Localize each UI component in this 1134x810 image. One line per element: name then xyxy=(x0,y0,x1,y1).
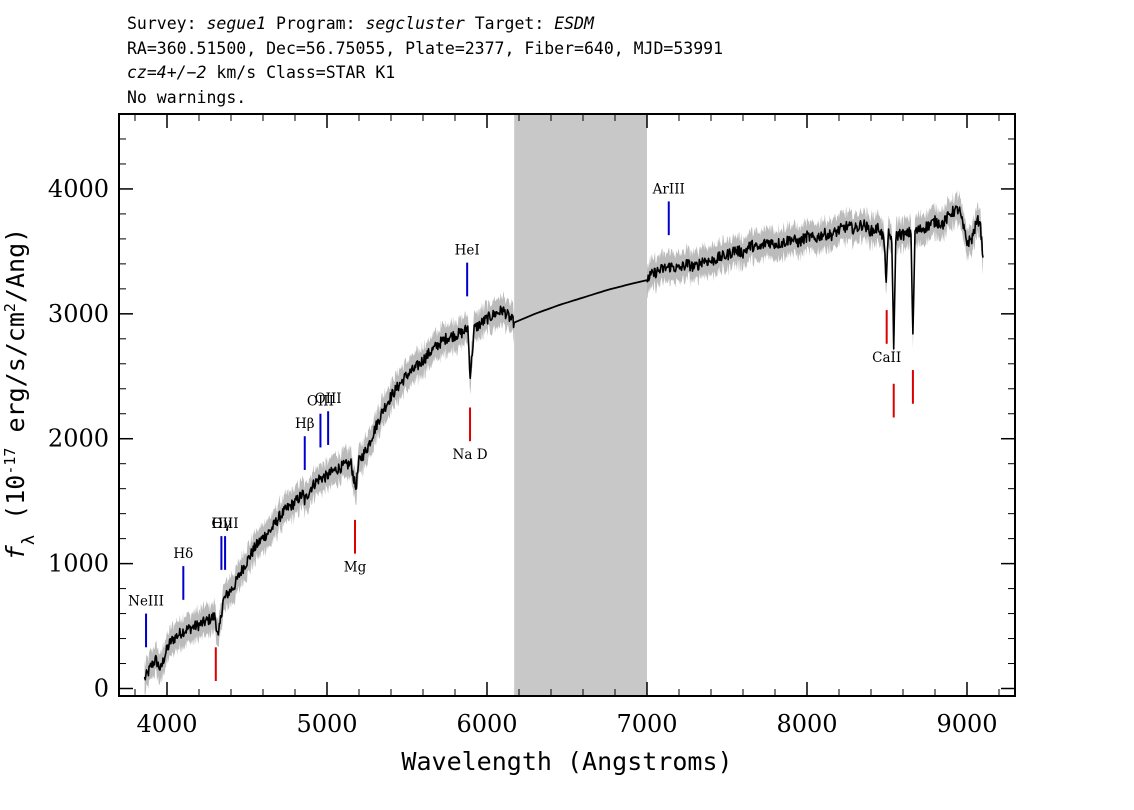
series-layer xyxy=(143,205,984,681)
x-tick-label: 4000 xyxy=(136,710,197,738)
y-tick-label: 2000 xyxy=(48,425,109,453)
emission-label-6: OIII xyxy=(315,391,342,407)
program-label: Program: xyxy=(266,14,366,33)
y-tick-label: 1000 xyxy=(48,550,109,578)
emission-label-2: Hγ xyxy=(211,516,231,532)
program-value: segcluster xyxy=(365,14,465,33)
y-title-units: erg/s/cm xyxy=(1,312,30,447)
x-tick-label: 6000 xyxy=(456,710,517,738)
x-tick-label: 8000 xyxy=(776,710,837,738)
series-line-flux xyxy=(143,305,515,681)
emission-label-0: NeIII xyxy=(128,594,164,610)
y-tick-label: 4000 xyxy=(48,175,109,203)
y-title-rest: (10 xyxy=(1,475,30,535)
series-line-flux_red xyxy=(646,205,984,350)
absorption-label-3: CaII xyxy=(872,350,901,366)
emission-label-8: ArIII xyxy=(652,181,685,197)
y-title-exp: -17 xyxy=(1,448,19,475)
header-line-1: Survey: segue1 Program: segcluster Targe… xyxy=(127,12,723,37)
target-value: ESDM xyxy=(554,14,594,33)
ticks-layer: 4000 5000 6000 7000 8000 9000 0 1000 2000 3000 400… xyxy=(48,113,1015,738)
survey-label: Survey: xyxy=(127,14,207,33)
x-tick-label: 9000 xyxy=(936,710,997,738)
y-tick-label: 3000 xyxy=(48,300,109,328)
target-label: Target: xyxy=(464,14,555,33)
x-tick-label: 7000 xyxy=(616,710,677,738)
emission-label-7: HeI xyxy=(455,243,480,259)
cz-symbol: cz xyxy=(127,63,147,82)
header-line-4: No warnings. xyxy=(127,87,247,107)
spectrum-header: Survey: segue1 Program: segcluster Targe… xyxy=(127,12,723,110)
survey-value: segue1 xyxy=(206,14,267,33)
x-tick-label: 5000 xyxy=(296,710,357,738)
error-band-flux_red xyxy=(647,190,983,362)
y-title-f: f xyxy=(1,544,30,560)
header-line-3: cz=4+/−2 km/s Class=STAR K1 xyxy=(127,61,723,86)
class-info: km/s Class=STAR K1 xyxy=(206,63,396,82)
absorption-label-2: Na D xyxy=(453,447,488,463)
series-line-model xyxy=(513,279,648,324)
cz-value: =4+/−2 xyxy=(146,63,207,82)
plot-frame xyxy=(118,113,1016,697)
y-title-tail: /Ang) xyxy=(1,228,30,303)
emission-label-5: OIII xyxy=(307,394,334,410)
error-band-flux xyxy=(144,290,515,697)
y-title-sub: λ xyxy=(19,535,39,545)
emission-label-4: Hβ xyxy=(295,416,315,432)
absorption-label-1: Mg xyxy=(344,560,367,576)
y-axis-title: fλ (10-17 erg/s/cm2/Ang) xyxy=(1,228,39,560)
y-title-units-exp: 2 xyxy=(1,303,19,312)
emission-label-3: OIII xyxy=(212,516,239,532)
header-line-2: RA=360.51500, Dec=56.75055, Plate=2377, … xyxy=(127,38,724,58)
emission-label-1: Hδ xyxy=(173,546,193,562)
x-axis-title: Wavelength (Angstroms) xyxy=(401,747,732,776)
y-tick-label: 0 xyxy=(94,675,109,703)
masked-region xyxy=(514,114,647,696)
